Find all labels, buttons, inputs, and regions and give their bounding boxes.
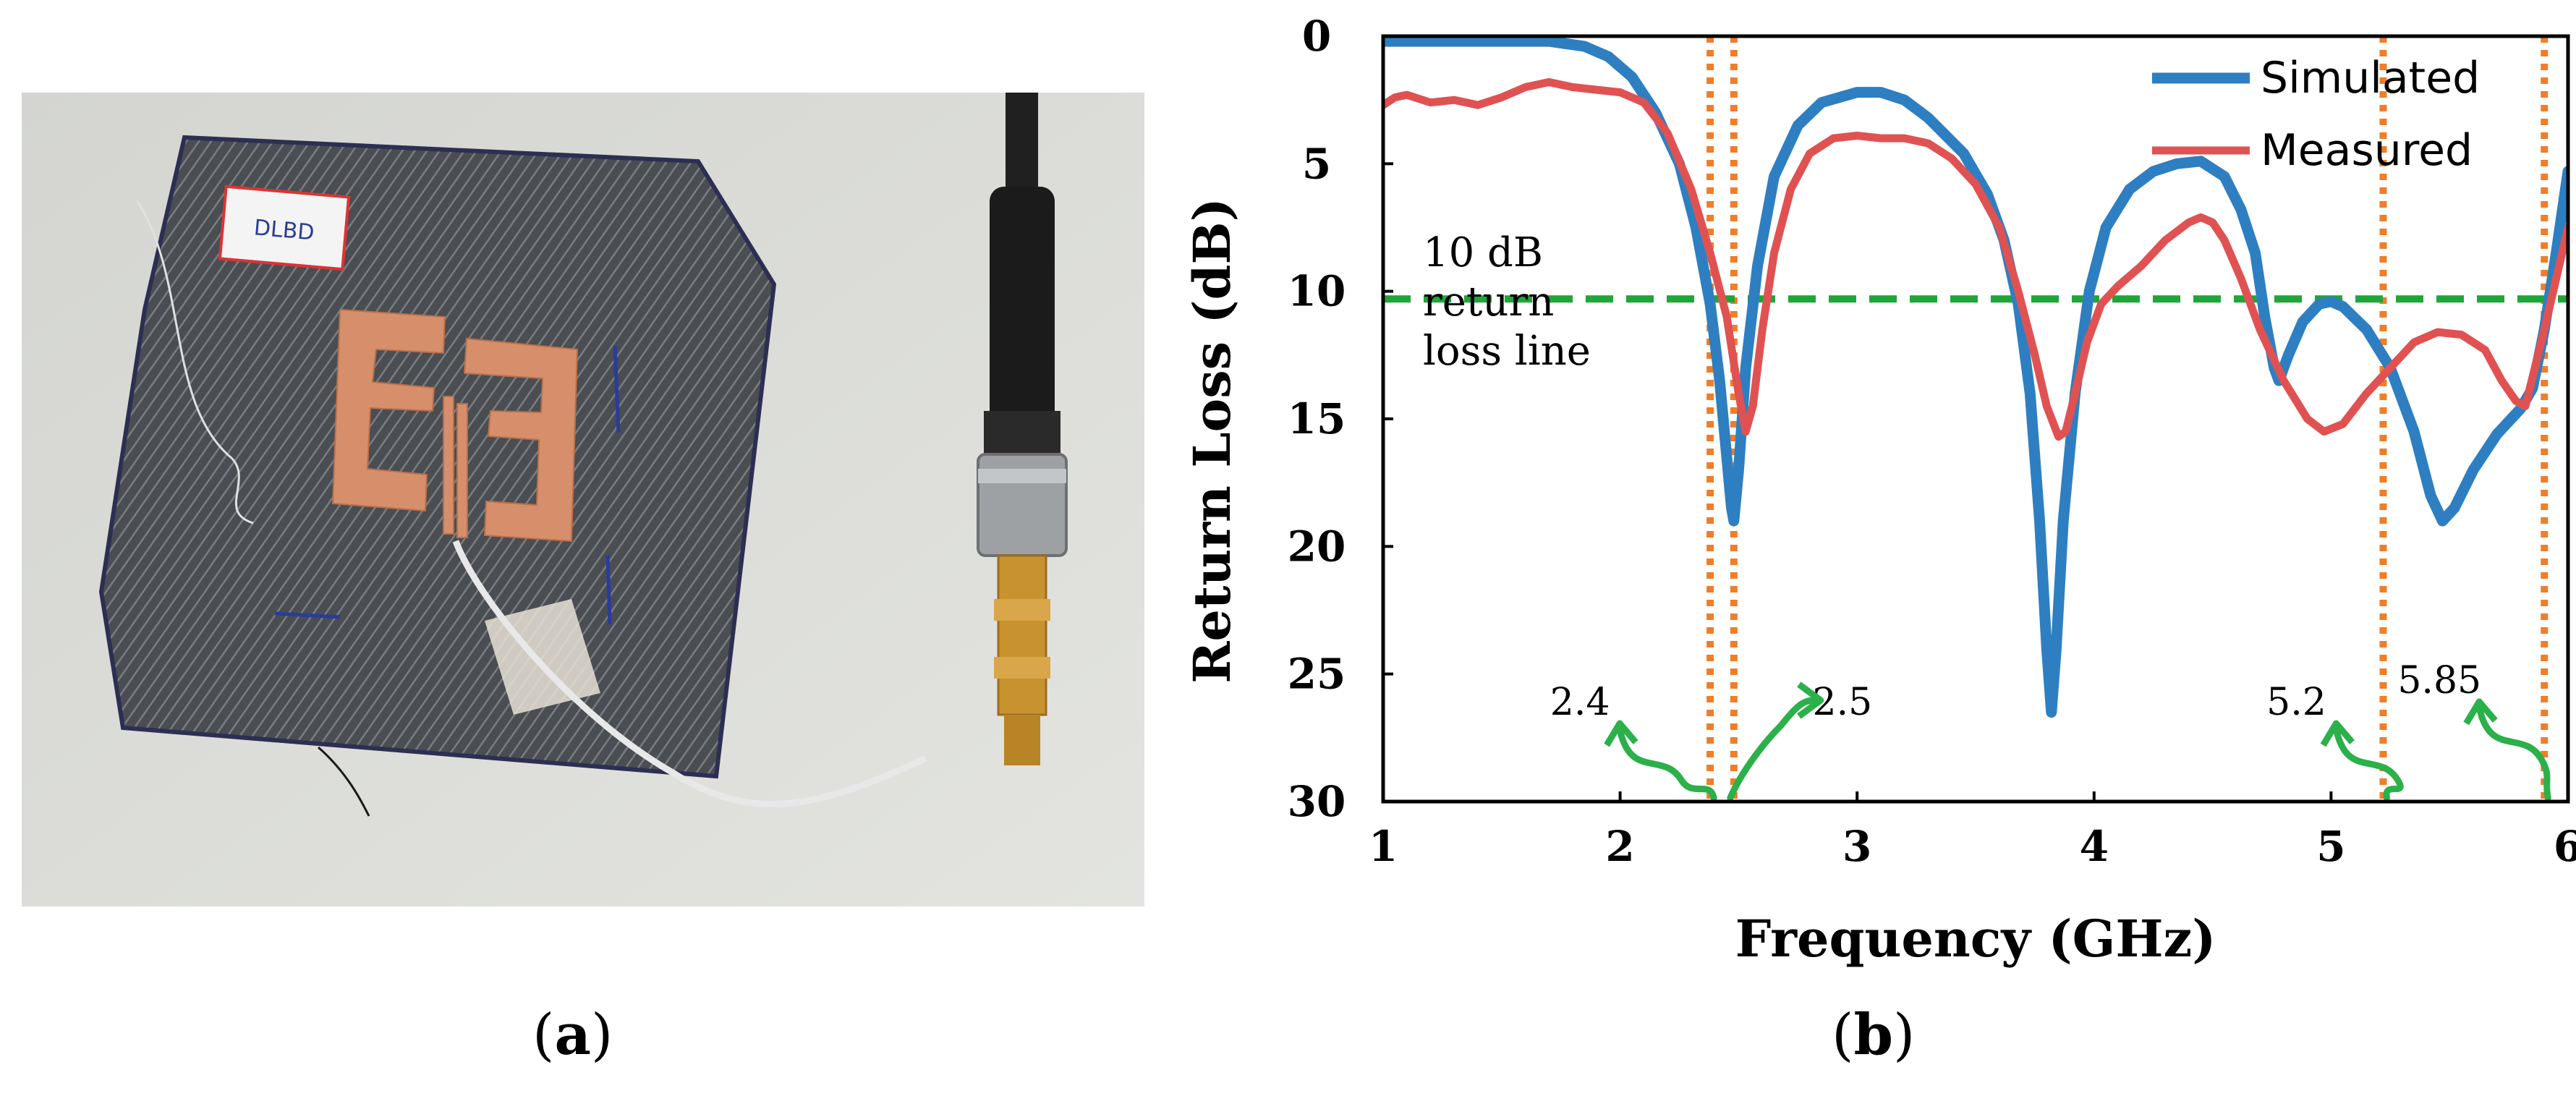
reference-label-line-2: loss line: [1423, 328, 1591, 375]
stitch-mark-1: [613, 345, 621, 433]
connector-housing: [990, 187, 1055, 469]
legend-label-0: Simulated: [2261, 53, 2480, 103]
copper-feed-line-1: [443, 396, 454, 535]
marker-arrowhead-3: [2463, 698, 2498, 726]
y-tick-label-6: 30: [1288, 777, 1346, 826]
antenna-photo: DLBD: [22, 93, 1144, 906]
panel-b-open-paren: (: [1832, 1003, 1854, 1068]
y-tick-label-4: 20: [1288, 522, 1346, 571]
y-tick-label-3: 15: [1288, 394, 1346, 443]
label-tag-text: DLBD: [253, 215, 315, 245]
copper-feed-line-2: [456, 403, 468, 538]
y-axis-title: Return Loss (dB): [1182, 197, 1242, 684]
x-tick-label-5: 6: [2554, 822, 2576, 871]
sma-adapter-tip: [1004, 715, 1040, 765]
reference-label-line-0: 10 dB: [1423, 229, 1543, 276]
panel-a-close-paren: ): [590, 1003, 613, 1068]
marker-arrow-2: [2332, 726, 2404, 802]
y-tick-label-0: 0: [1302, 12, 1331, 61]
stitch-mark-2: [274, 611, 341, 619]
legend: Simulated Measured: [2152, 53, 2480, 176]
connector-nut-highlight: [978, 469, 1066, 483]
sma-adapter-band-1: [994, 599, 1050, 621]
y-tick-label-2: 10: [1288, 267, 1346, 316]
marker-arrow-1: [1727, 697, 1817, 802]
series-line-measured: [1383, 78, 2568, 441]
copper-patch-right: [463, 337, 579, 543]
coax-cable: [452, 540, 927, 807]
antenna-photo-illustration: DLBD: [22, 93, 1144, 906]
y-tick-label-1: 5: [1302, 139, 1331, 188]
panel-label-b: (b): [1832, 1002, 1915, 1068]
marker-arrowhead-0: [1604, 720, 1638, 747]
marker-arrow-0: [1616, 726, 1717, 802]
panel-a-letter: a: [554, 1002, 591, 1068]
black-cable: [1006, 93, 1038, 194]
x-tick-label-4: 5: [2316, 822, 2345, 871]
axes: 1 2 3 4 5 6 0 5 10 15 20 25 30: [1288, 12, 2576, 871]
loose-thread: [136, 200, 254, 524]
reference-label-line-1: return: [1423, 279, 1554, 326]
x-tick-label-3: 4: [2080, 822, 2109, 871]
panel-a-open-paren: (: [532, 1003, 555, 1068]
connector-ring: [984, 411, 1060, 454]
sma-adapter-band-2: [994, 657, 1050, 679]
marker-arrowhead-2: [2320, 720, 2355, 747]
x-axis-title: Frequency (GHz): [1735, 909, 2216, 969]
copper-antenna: [331, 308, 579, 543]
x-tick-label-2: 3: [1842, 822, 1871, 871]
label-tag: [218, 184, 351, 271]
panel-b-close-paren: ): [1892, 1003, 1916, 1068]
marker-arrow-3: [2475, 704, 2551, 802]
marker-label-2: 5.2: [2266, 681, 2326, 724]
marker-label-0: 2.4: [1550, 681, 1610, 724]
y-tick-label-5: 25: [1288, 650, 1346, 699]
sma-adapter: [997, 554, 1047, 716]
denim-substrate: [98, 135, 777, 779]
marker-label-3: 5.85: [2397, 659, 2481, 702]
dark-thread: [318, 746, 370, 817]
stitch-mark-3: [605, 555, 612, 625]
copper-patch-left: [331, 308, 446, 512]
marker-arrowhead-1: [1797, 681, 1824, 719]
series-line-simulated: [1383, 36, 2568, 718]
x-tick-label-1: 2: [1605, 822, 1634, 871]
x-tick-label-0: 1: [1369, 822, 1398, 871]
panel-label-a: (a): [532, 1002, 613, 1068]
panel-b-letter: b: [1853, 1002, 1893, 1068]
legend-label-1: Measured: [2261, 125, 2473, 176]
